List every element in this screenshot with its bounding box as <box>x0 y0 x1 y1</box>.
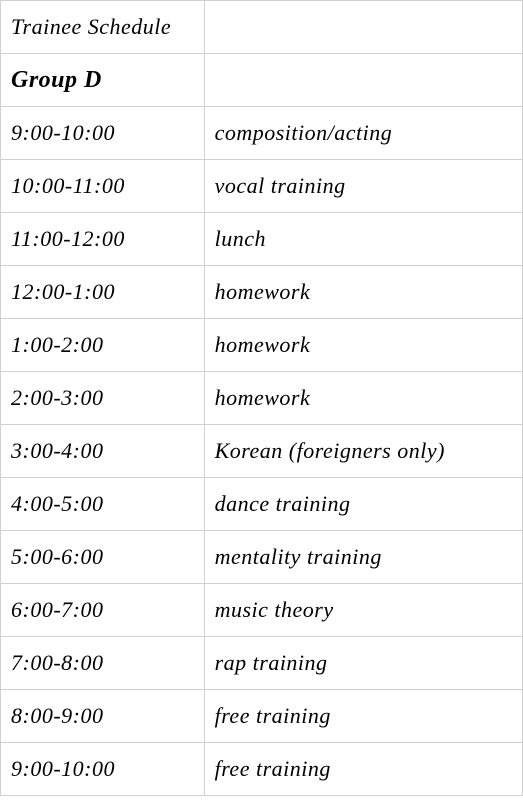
header-title-empty <box>204 1 522 54</box>
activity-cell: free training <box>204 743 522 796</box>
table-row: 8:00-9:00 free training <box>1 690 523 743</box>
header-title-cell: Trainee Schedule <box>1 1 205 54</box>
table-row: 5:00-6:00 mentality training <box>1 531 523 584</box>
time-cell: 11:00-12:00 <box>1 213 205 266</box>
time-cell: 7:00-8:00 <box>1 637 205 690</box>
table-row: 6:00-7:00 music theory <box>1 584 523 637</box>
time-cell: 8:00-9:00 <box>1 690 205 743</box>
table-row: 9:00-10:00 free training <box>1 743 523 796</box>
time-cell: 1:00-2:00 <box>1 319 205 372</box>
time-cell: 9:00-10:00 <box>1 743 205 796</box>
activity-cell: music theory <box>204 584 522 637</box>
activity-cell: homework <box>204 266 522 319</box>
time-cell: 2:00-3:00 <box>1 372 205 425</box>
time-cell: 4:00-5:00 <box>1 478 205 531</box>
activity-cell: Korean (foreigners only) <box>204 425 522 478</box>
time-cell: 3:00-4:00 <box>1 425 205 478</box>
time-cell: 5:00-6:00 <box>1 531 205 584</box>
table-row: 10:00-11:00 vocal training <box>1 160 523 213</box>
activity-cell: free training <box>204 690 522 743</box>
time-cell: 10:00-11:00 <box>1 160 205 213</box>
time-cell: 12:00-1:00 <box>1 266 205 319</box>
table-row: 2:00-3:00 homework <box>1 372 523 425</box>
activity-cell: rap training <box>204 637 522 690</box>
table-row: 1:00-2:00 homework <box>1 319 523 372</box>
time-cell: 9:00-10:00 <box>1 107 205 160</box>
header-group-cell: Group D <box>1 54 205 107</box>
header-group-empty <box>204 54 522 107</box>
activity-cell: mentality training <box>204 531 522 584</box>
activity-cell: vocal training <box>204 160 522 213</box>
table-row: 3:00-4:00 Korean (foreigners only) <box>1 425 523 478</box>
activity-cell: homework <box>204 372 522 425</box>
time-cell: 6:00-7:00 <box>1 584 205 637</box>
activity-cell: dance training <box>204 478 522 531</box>
table-row: 11:00-12:00 lunch <box>1 213 523 266</box>
table-row: 4:00-5:00 dance training <box>1 478 523 531</box>
table-row: 9:00-10:00 composition/acting <box>1 107 523 160</box>
activity-cell: homework <box>204 319 522 372</box>
schedule-table: Trainee Schedule Group D 9:00-10:00 comp… <box>0 0 523 796</box>
activity-cell: composition/acting <box>204 107 522 160</box>
header-group-row: Group D <box>1 54 523 107</box>
activity-cell: lunch <box>204 213 522 266</box>
table-row: 12:00-1:00 homework <box>1 266 523 319</box>
header-title-row: Trainee Schedule <box>1 1 523 54</box>
table-row: 7:00-8:00 rap training <box>1 637 523 690</box>
